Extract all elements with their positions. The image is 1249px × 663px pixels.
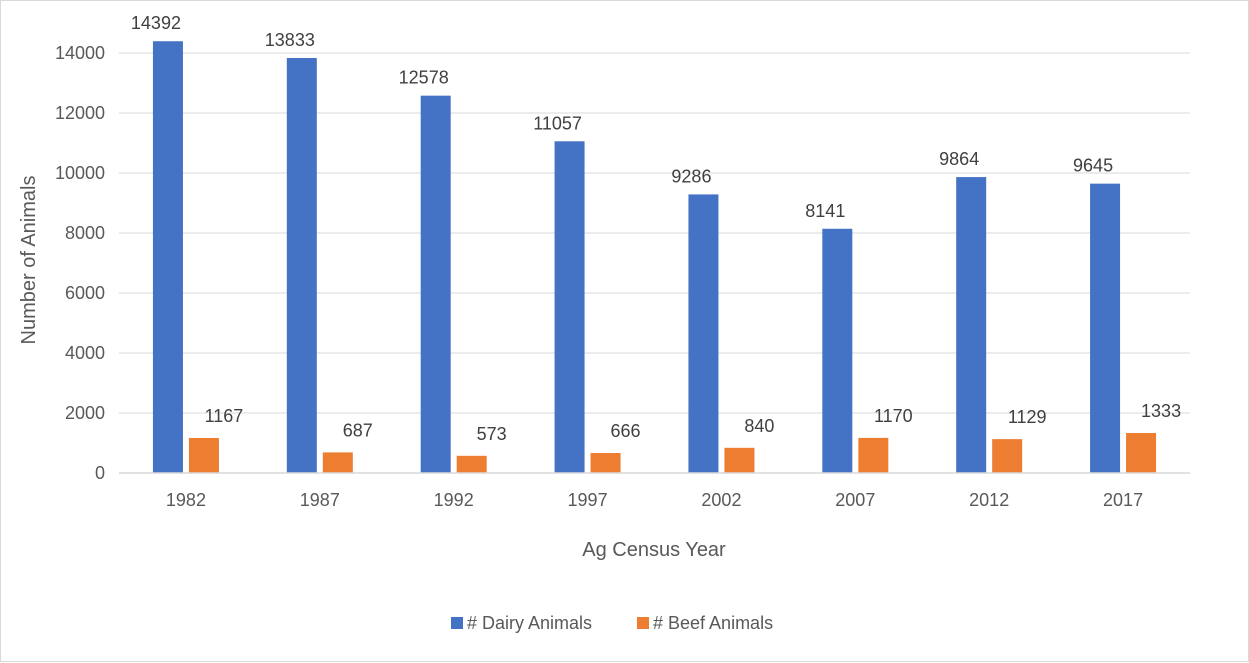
data-label: 840	[744, 416, 774, 436]
beef-bar-2017	[1126, 433, 1157, 473]
x-tick-label: 2007	[835, 490, 875, 510]
y-tick-label: 4000	[65, 343, 105, 363]
gridlines	[119, 52, 1190, 414]
data-label: 1333	[1141, 401, 1181, 421]
legend-label: # Dairy Animals	[467, 613, 592, 633]
y-tick-label: 6000	[65, 283, 105, 303]
y-tick-label: 14000	[55, 43, 105, 63]
x-tick-label: 1987	[300, 490, 340, 510]
data-label: 1170	[874, 406, 913, 426]
dairy-bar-1982	[152, 41, 183, 474]
beef-bar-1987	[322, 452, 353, 473]
dairy-bar-1987	[286, 58, 317, 473]
data-label: 666	[611, 421, 641, 441]
data-label: 11057	[533, 113, 582, 133]
data-label: 8141	[805, 201, 845, 221]
beef-bar-2007	[858, 437, 889, 473]
x-tick-label: 1992	[434, 490, 474, 510]
bars	[152, 41, 1157, 474]
beef-bar-1992	[456, 455, 487, 473]
dairy-bar-2007	[822, 228, 853, 473]
data-label: 1129	[1008, 407, 1047, 427]
data-label: 1167	[205, 406, 244, 426]
x-axis-ticks: 1982 1987 1992 1997 2002 2007 2012 2017	[166, 490, 1143, 510]
y-tick-label: 10000	[55, 163, 105, 183]
beef-bar-1997	[590, 453, 621, 473]
data-label: 9286	[671, 166, 711, 186]
data-label: 573	[477, 424, 507, 444]
dairy-bar-2002	[688, 194, 719, 474]
y-tick-label: 2000	[65, 403, 105, 423]
x-tick-label: 2002	[701, 490, 741, 510]
x-tick-label: 2012	[969, 490, 1009, 510]
x-tick-label: 1997	[568, 490, 608, 510]
y-tick-label: 12000	[55, 103, 105, 123]
data-label: 13833	[265, 30, 315, 50]
y-axis-title: Number of Animals	[18, 176, 40, 345]
data-label: 12578	[399, 68, 449, 88]
dairy-bar-1992	[420, 95, 451, 473]
y-axis-ticks: 0 2000 4000 6000 8000 10000 12000 14000	[55, 43, 105, 483]
legend-swatch	[637, 617, 649, 629]
data-label: 9645	[1073, 156, 1113, 176]
legend-swatch	[451, 617, 463, 629]
dairy-bar-2017	[1090, 183, 1121, 473]
dairy-bar-2012	[956, 177, 987, 473]
data-labels: 14392 1167 13833 687 12578 573 11057 666 9286 840…	[131, 13, 1181, 444]
beef-bar-1982	[188, 437, 219, 473]
legend-label: # Beef Animals	[653, 613, 773, 633]
beef-bar-2002	[724, 447, 755, 473]
beef-bar-2012	[992, 439, 1023, 473]
data-label: 9864	[939, 149, 979, 169]
x-tick-label: 1982	[166, 490, 206, 510]
data-label: 687	[343, 420, 373, 440]
dairy-bar-1997	[554, 141, 585, 474]
y-tick-label: 0	[95, 463, 105, 483]
data-label: 14392	[131, 13, 181, 33]
y-tick-label: 8000	[65, 223, 105, 243]
legend: # Dairy Animals # Beef Animals	[451, 613, 773, 633]
x-axis-title: Ag Census Year	[582, 539, 726, 561]
x-tick-label: 2017	[1103, 490, 1143, 510]
